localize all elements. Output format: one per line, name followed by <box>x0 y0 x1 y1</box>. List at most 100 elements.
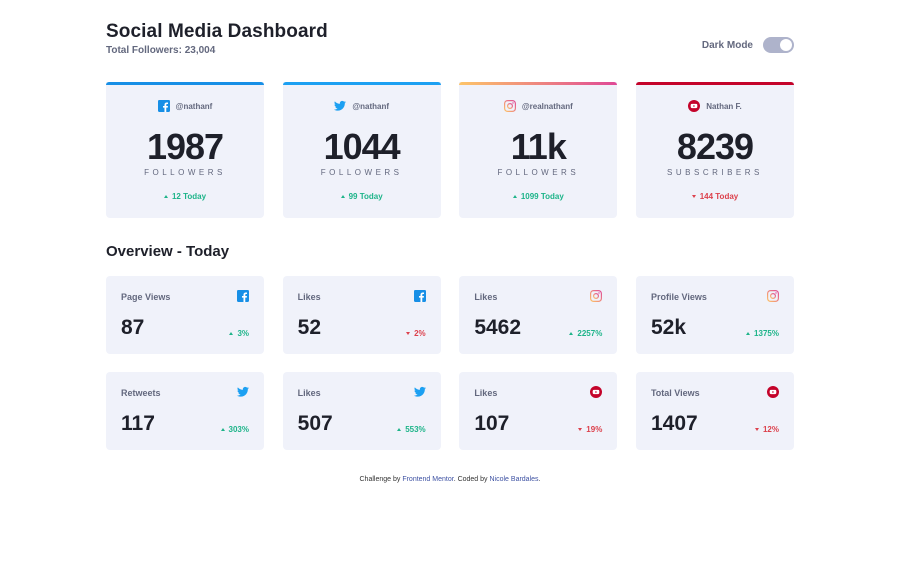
tile-change-text: 12% <box>762 425 779 434</box>
arrow-up-icon <box>512 195 517 198</box>
arrow-up-icon <box>397 428 402 431</box>
tile-label: Page Views <box>121 292 171 302</box>
arrow-up-icon <box>746 332 751 335</box>
overview-tile[interactable]: Retweets 117 303% <box>106 372 264 450</box>
card-count: 8239 <box>676 126 754 167</box>
arrow-up-icon <box>340 195 345 198</box>
card-change: 144 Today <box>636 192 794 201</box>
footer: Challenge by Frontend Mentor. Coded by N… <box>0 476 900 483</box>
instagram-icon <box>503 100 516 112</box>
tile-value: 52 <box>297 316 322 339</box>
tile-value: 107 <box>474 412 510 435</box>
card-handle-text: @realnathanf <box>521 101 573 111</box>
arrow-down-icon <box>691 195 696 198</box>
overview-title: Overview - Today <box>106 243 230 260</box>
card-handle: @nathanf <box>106 100 264 112</box>
arrow-up-icon <box>163 195 168 198</box>
total-followers: Total Followers: 23,004 <box>106 45 216 56</box>
card-accent-bar <box>106 82 264 85</box>
frontend-mentor-link[interactable]: Frontend Mentor <box>402 476 454 483</box>
arrow-up-icon <box>569 332 574 335</box>
card-change-text: 12 Today <box>171 192 207 201</box>
tile-change-text: 2257% <box>577 329 603 338</box>
dark-mode-label: Dark Mode <box>701 39 753 51</box>
card-unit: FOLLOWERS <box>497 168 580 177</box>
follower-card-youtube[interactable]: Nathan F. 8239 SUBSCRIBERS 144 Today <box>635 82 794 218</box>
card-handle-text: Nathan F. <box>706 101 742 111</box>
tile-change-text: 553% <box>405 425 426 434</box>
youtube-icon <box>688 100 701 112</box>
dark-mode-switch[interactable] <box>763 37 794 53</box>
overview-tile[interactable]: Profile Views 52k 1375% <box>635 276 794 354</box>
tile-label: Retweets <box>121 388 161 398</box>
switch-knob <box>780 39 792 51</box>
tile-value: 1407 <box>650 412 698 435</box>
footer-suffix: . <box>538 476 541 483</box>
author-link[interactable]: Nicole Bardales <box>489 476 539 483</box>
overview-tile[interactable]: Likes 507 553% <box>282 372 441 450</box>
tile-change-text: 3% <box>237 329 249 338</box>
overview-tile[interactable]: Likes 5462 2257% <box>459 276 618 354</box>
arrow-up-icon <box>220 428 225 431</box>
card-change-text: 144 Today <box>699 192 739 201</box>
arrow-down-icon <box>578 428 583 431</box>
tile-label: Likes <box>297 292 321 302</box>
card-change: 1099 Today <box>459 192 617 201</box>
card-accent-bar <box>459 82 618 85</box>
twitter-icon <box>334 100 347 111</box>
tile-change: 303% <box>220 425 249 434</box>
facebook-icon <box>413 290 426 302</box>
card-count: 11k <box>510 126 567 167</box>
card-handle-text: @nathanf <box>352 101 389 111</box>
card-unit: SUBSCRIBERS <box>667 168 763 177</box>
twitter-icon <box>237 386 249 397</box>
tile-value: 52k <box>650 316 687 339</box>
tile-value: 5462 <box>474 316 522 339</box>
facebook-icon <box>157 100 170 112</box>
card-change: 12 Today <box>106 192 264 201</box>
tile-change: 19% <box>578 425 602 434</box>
card-change-text: 1099 Today <box>520 192 564 201</box>
tile-value: 87 <box>121 316 145 339</box>
tile-change-text: 1375% <box>754 329 779 338</box>
follower-card-twitter[interactable]: @nathanf 1044 FOLLOWERS 99 Today <box>282 82 441 218</box>
card-accent-bar <box>282 82 441 85</box>
tile-label: Likes <box>297 388 321 398</box>
arrow-down-icon <box>754 428 759 431</box>
card-handle: @realnathanf <box>459 100 617 112</box>
tile-change: 12% <box>754 425 779 434</box>
page-title: Social Media Dashboard <box>106 21 328 42</box>
tile-label: Total Views <box>650 388 700 398</box>
card-handle-text: @nathanf <box>175 101 213 111</box>
tile-label: Likes <box>474 292 498 302</box>
overview-tile[interactable]: Likes 107 19% <box>459 372 618 450</box>
youtube-icon <box>590 386 603 398</box>
tile-change-text: 2% <box>414 329 426 338</box>
dark-mode-toggle: Dark Mode <box>702 37 794 53</box>
card-unit: FOLLOWERS <box>144 168 226 177</box>
overview-tile[interactable]: Page Views 87 3% <box>106 276 264 354</box>
tile-label: Profile Views <box>650 292 707 302</box>
tile-change: 553% <box>397 425 426 434</box>
overview-tile[interactable]: Likes 52 2% <box>282 276 441 354</box>
card-handle: @nathanf <box>283 100 441 112</box>
tile-change: 3% <box>229 329 249 338</box>
arrow-up-icon <box>229 332 234 335</box>
arrow-down-icon <box>406 332 411 335</box>
follower-card-facebook[interactable]: @nathanf 1987 FOLLOWERS 12 Today <box>106 82 264 218</box>
tile-change-text: 19% <box>586 425 603 434</box>
twitter-icon <box>413 386 426 397</box>
instagram-icon <box>590 290 603 302</box>
tile-change: 1375% <box>746 329 779 338</box>
youtube-icon <box>766 386 779 398</box>
card-change-text: 99 Today <box>348 192 383 201</box>
overview-row-1: Page Views 87 3% Likes 52 2% Likes 5462 … <box>106 276 794 354</box>
overview-tile[interactable]: Total Views 1407 12% <box>635 372 794 450</box>
tile-value: 117 <box>121 412 155 435</box>
tile-change: 2257% <box>569 329 602 338</box>
follower-card-instagram[interactable]: @realnathanf 11k FOLLOWERS 1099 Today <box>459 82 618 218</box>
header: Social Media Dashboard Total Followers: … <box>106 0 794 80</box>
dashboard: Social Media Dashboard Total Followers: … <box>106 0 794 450</box>
tile-value: 507 <box>297 412 333 435</box>
follower-cards: @nathanf 1987 FOLLOWERS 12 Today @nathan… <box>106 82 794 218</box>
